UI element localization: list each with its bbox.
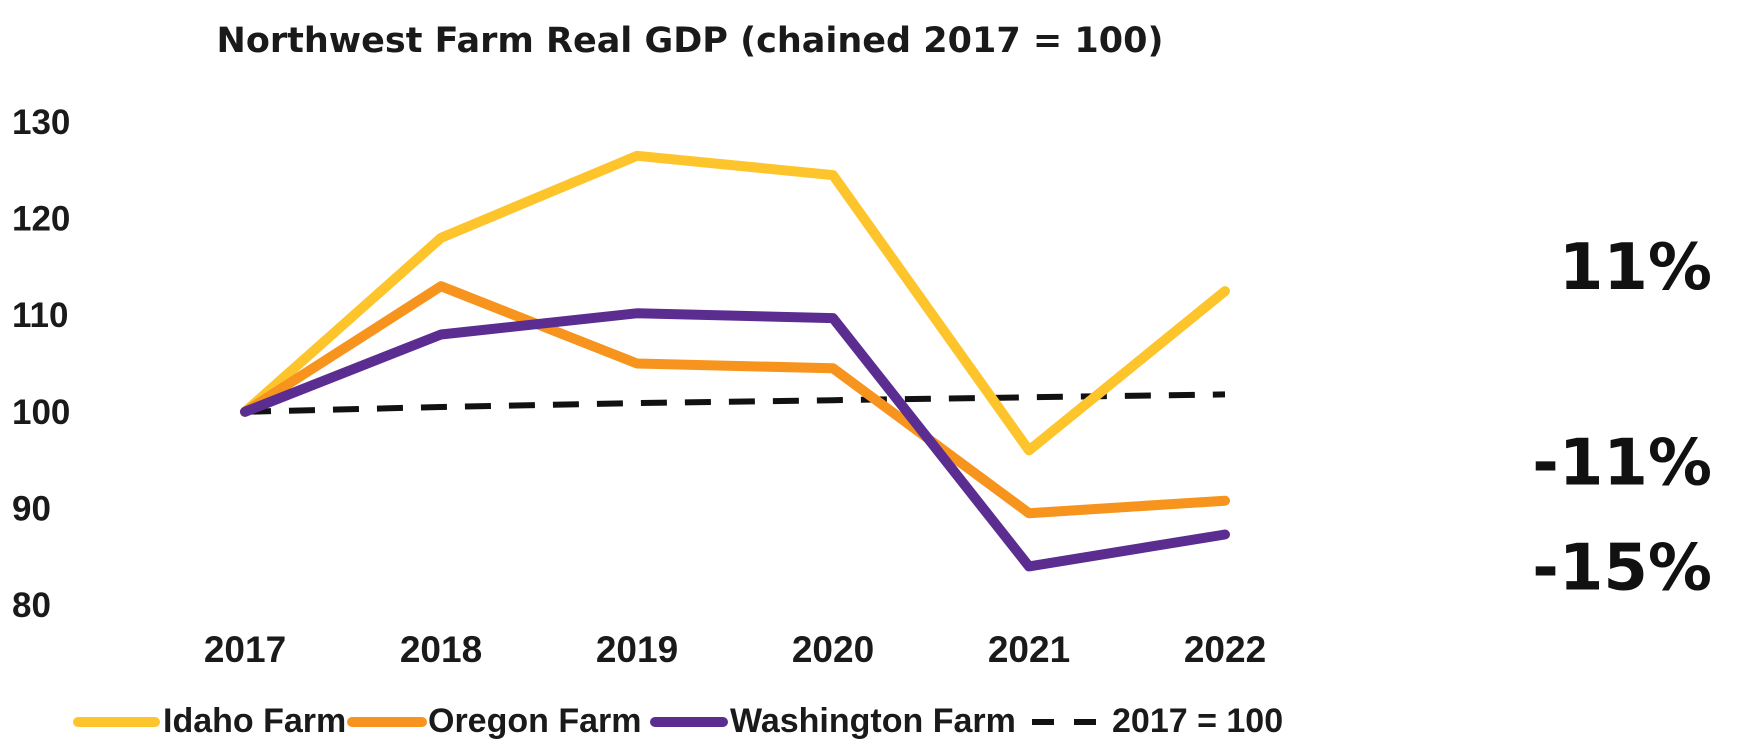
x-axis-tick-labels: 2017 2018 2019 2020 2021 2022 [204, 629, 1266, 670]
change-annotation: 11% [1559, 231, 1712, 305]
change-annotation: -15% [1532, 531, 1712, 605]
y-tick-label: 110 [12, 296, 68, 335]
y-tick-label: 130 [12, 103, 70, 142]
series-line-2017-100 [244, 391, 1226, 415]
legend: Idaho Farm Oregon Farm Washington Farm 2017… [73, 702, 1283, 740]
x-tick-label: 2017 [204, 629, 286, 670]
x-tick-label: 2019 [596, 629, 678, 670]
legend-label: Washington Farm [730, 702, 1016, 740]
legend-item: Oregon Farm [347, 702, 641, 740]
legend-label: Idaho Farm [163, 702, 346, 740]
x-tick-label: 2020 [792, 629, 874, 670]
y-tick-label: 120 [12, 200, 70, 239]
legend-item: Washington Farm [650, 702, 1016, 740]
chart-title: Northwest Farm Real GDP (chained 2017 = … [217, 21, 1164, 61]
legend-item: 2017 = 100 [1032, 702, 1283, 740]
x-tick-label: 2022 [1184, 629, 1266, 670]
y-tick-label: 90 [12, 489, 51, 528]
series-line-oregon-farm [240, 281, 1230, 519]
legend-label: 2017 = 100 [1112, 702, 1283, 740]
x-tick-label: 2018 [400, 629, 482, 670]
y-tick-label: 100 [12, 393, 70, 432]
y-axis-tick-labels: 130 120 110 100 90 80 [12, 103, 70, 625]
change-annotation: -11% [1532, 427, 1712, 501]
series-line-idaho-farm [240, 150, 1230, 456]
series-lines [240, 150, 1230, 572]
legend-label: Oregon Farm [428, 702, 641, 740]
change-annotations: 11% -11% -15% [1532, 231, 1712, 605]
x-tick-label: 2021 [988, 629, 1070, 670]
series-line-washington-farm [240, 308, 1230, 572]
legend-item: Idaho Farm [73, 702, 346, 740]
y-tick-label: 80 [12, 586, 51, 625]
